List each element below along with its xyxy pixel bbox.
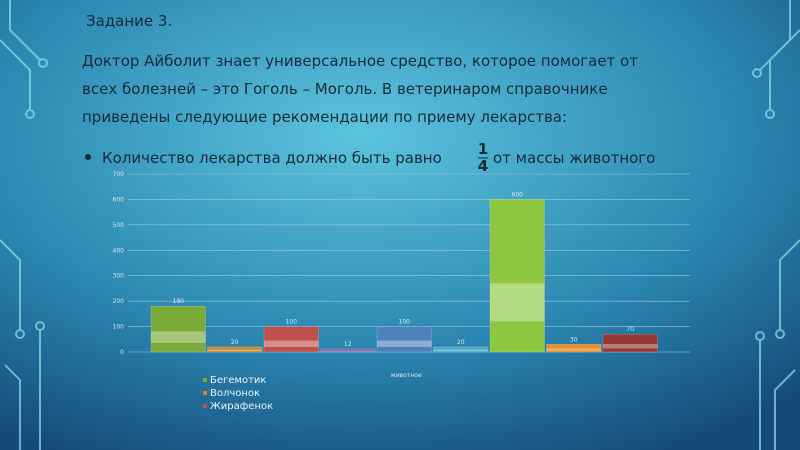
bar [376, 326, 432, 353]
data-label: 100 [399, 319, 411, 326]
y-tick-label: 200 [113, 298, 125, 305]
y-tick-label: 0 [120, 349, 124, 356]
bar-highlight [264, 340, 319, 347]
bar-highlight [377, 340, 432, 347]
slide-title: Задание 3. [86, 12, 172, 30]
y-tick-label: 100 [113, 324, 125, 331]
y-tick-label: 600 [113, 196, 125, 203]
x-axis-label: животное [390, 372, 422, 379]
bar [150, 305, 206, 353]
y-tick-label: 500 [113, 222, 125, 229]
bullet [85, 154, 91, 160]
legend-label: Жирафенок [210, 401, 273, 412]
bar-highlight [546, 348, 601, 351]
data-label: 20 [457, 339, 465, 346]
data-label: 12 [344, 341, 352, 348]
legend-swatch [203, 391, 207, 395]
bar-highlight [603, 343, 658, 349]
data-label: 100 [286, 319, 298, 326]
data-label: 30 [570, 336, 578, 343]
bar [489, 199, 545, 353]
bar-highlight [151, 331, 206, 343]
y-tick-label: 300 [113, 273, 125, 280]
bar-highlight [433, 349, 488, 351]
fraction-numerator: 1 [478, 140, 488, 158]
bar [207, 346, 263, 353]
bullet-text: от массы животного [493, 149, 655, 167]
bar [263, 326, 319, 353]
legend-label: Волчонок [210, 388, 260, 399]
text-line: приведены следующие рекомендации по прие… [82, 108, 567, 126]
bar [602, 333, 658, 353]
bar [320, 348, 376, 353]
data-label: 600 [512, 191, 524, 198]
data-label: 70 [626, 326, 634, 333]
data-label: 20 [231, 339, 239, 346]
bar [433, 346, 489, 353]
text-line: Доктор Айболит знает универсальное средс… [82, 52, 638, 70]
y-tick-label: 400 [113, 247, 125, 254]
data-label: 180 [173, 298, 185, 305]
text-line: всех болезней – это Гоголь – Моголь. В в… [82, 80, 608, 98]
legend-swatch [203, 378, 207, 382]
fraction-denominator: 4 [478, 157, 488, 175]
bar [546, 344, 602, 353]
bar-highlight [207, 349, 262, 351]
legend-swatch [203, 404, 207, 408]
bar-highlight [490, 283, 545, 322]
bar-highlight [320, 350, 375, 352]
y-tick-label: 700 [113, 171, 125, 178]
legend-label: Бегемотик [210, 375, 266, 386]
bullet-text: Количество лекарства должно быть равно [102, 149, 442, 167]
